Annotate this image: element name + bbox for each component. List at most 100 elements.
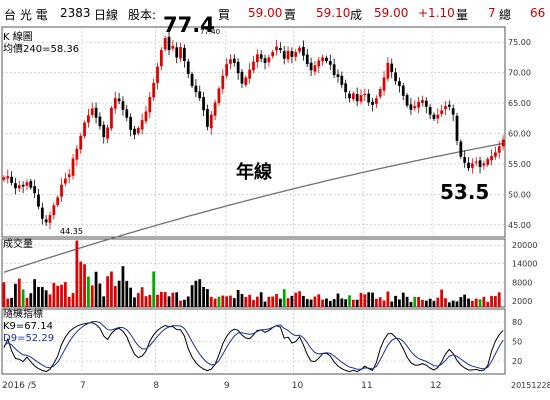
x-tick-label: 8: [153, 381, 159, 391]
candle-body: [309, 62, 313, 71]
volume-bar: [440, 289, 444, 307]
volume-bar: [313, 296, 317, 307]
volume-bar: [60, 284, 63, 307]
candle-body: [278, 47, 282, 51]
candle-body: [25, 182, 29, 186]
volume-bar: [202, 286, 205, 307]
volume-bar: [255, 296, 259, 307]
candle-body: [321, 57, 324, 62]
candle-body: [267, 57, 271, 63]
candle-body: [63, 178, 67, 184]
candle-body: [409, 104, 413, 110]
volume-bar: [225, 296, 229, 307]
candle-body: [202, 97, 205, 111]
quote-header: 台 光 電 2383 日線 股本: 買 59.00 賣 59.10 成 59.0…: [0, 0, 550, 26]
candle-body: [348, 93, 351, 99]
volume-bar: [106, 276, 109, 307]
candle-body: [159, 50, 163, 67]
candle-body: [486, 159, 490, 165]
candle-body: [447, 104, 451, 107]
share-label: 股本:: [128, 8, 157, 22]
volume-bar: [183, 299, 186, 307]
low-price-label: 44.35: [60, 227, 83, 236]
candle-body: [259, 54, 263, 59]
candle-body: [183, 47, 186, 62]
volume-bar: [29, 293, 33, 307]
volume-bar: [44, 290, 48, 307]
volume-bar: [14, 283, 17, 307]
candle-body: [2, 177, 6, 180]
candle-body: [336, 74, 340, 77]
candle-body: [325, 57, 328, 62]
volume-bar: [244, 296, 248, 307]
candle-body: [367, 93, 371, 103]
volume-bar: [25, 297, 29, 307]
volume-bar: [348, 295, 351, 307]
candle-body: [436, 114, 440, 119]
candle-body: [474, 161, 478, 163]
volume-bar: [232, 298, 236, 307]
candle-body: [401, 85, 405, 96]
candle-body: [113, 98, 117, 109]
candle-body: [463, 157, 467, 163]
candle-body: [225, 64, 229, 76]
volume-bar: [378, 297, 382, 307]
kd-tick-label: 50: [512, 338, 522, 347]
candle-body: [121, 101, 125, 110]
volume-tick-label: 8000: [512, 278, 532, 287]
candle-body: [459, 141, 463, 157]
candle-body: [194, 85, 198, 93]
volume-bar: [463, 294, 467, 307]
volume-bar: [336, 293, 340, 307]
price-tick-label: 75.00: [508, 38, 531, 47]
candle-body: [167, 36, 171, 51]
candle-body: [117, 98, 121, 102]
volume-bar: [221, 295, 225, 307]
candle-body: [378, 89, 382, 97]
volume-bar: [263, 301, 267, 307]
candle-body: [501, 139, 505, 147]
high-annotation: 77.4: [163, 13, 215, 37]
ma240-line: [3, 142, 504, 273]
candle-body: [298, 47, 301, 52]
volume-bar: [351, 299, 355, 307]
bid-label: 買: [218, 8, 231, 22]
volume-bar: [286, 298, 290, 307]
x-tick-label: 10: [292, 381, 304, 391]
volume-bar: [87, 276, 90, 307]
candle-body: [371, 101, 374, 105]
candle-body: [52, 205, 56, 216]
candle-body: [90, 108, 94, 115]
volume-bar: [455, 301, 459, 307]
volume-bar: [390, 301, 394, 307]
candle-body: [48, 215, 52, 223]
candle-body: [305, 54, 309, 65]
volume-bar: [417, 296, 420, 307]
volume-tick-label: 14000: [512, 260, 537, 269]
volume-bar: [428, 298, 432, 307]
candle-body: [317, 60, 321, 67]
period-label: 日線: [94, 8, 119, 22]
volume-bar: [302, 295, 305, 307]
candle-body: [417, 101, 420, 108]
price-tick-label: 55.00: [508, 160, 531, 169]
volume-bar: [413, 296, 417, 307]
candle-body: [14, 183, 17, 189]
candle-body: [482, 163, 486, 166]
price-tick-label: 65.00: [508, 99, 531, 108]
ma-value-label: 均價240=58.36: [3, 42, 79, 55]
volume-bar: [432, 300, 436, 307]
volume-bar: [198, 279, 202, 307]
close-price: 59.00: [374, 6, 409, 20]
volume-bar: [447, 302, 451, 307]
candle-body: [236, 61, 240, 74]
volume-bar: [156, 294, 159, 307]
volume-bar: [271, 296, 275, 307]
volume-bar: [467, 298, 470, 307]
price-tick-label: 60.00: [508, 130, 531, 139]
volume-bar: [213, 298, 217, 307]
candle-body: [33, 186, 37, 194]
candle-body: [421, 100, 424, 103]
candle-body: [286, 50, 290, 60]
volume-bar: [83, 264, 86, 307]
